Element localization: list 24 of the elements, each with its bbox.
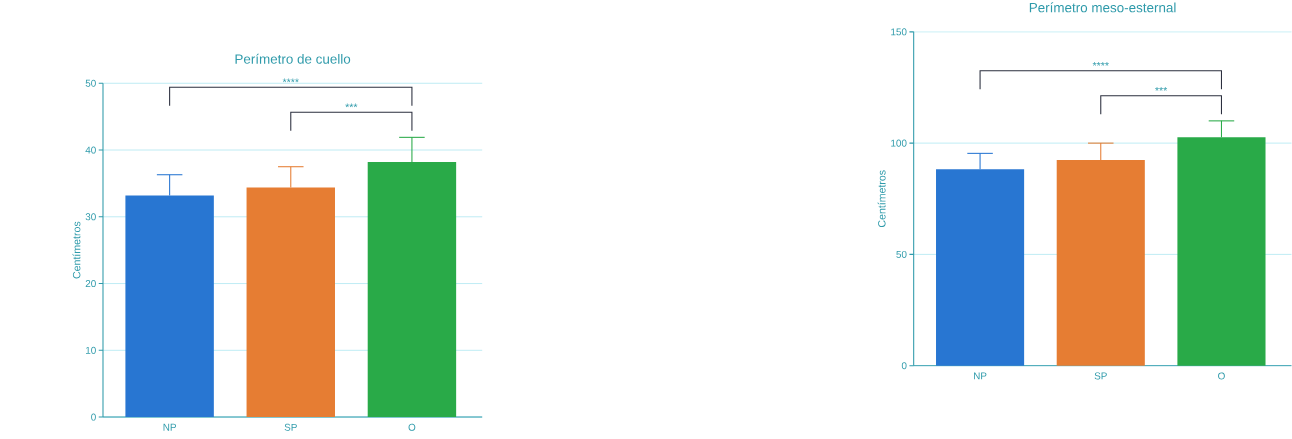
- x-tick-label: O: [408, 423, 416, 431]
- annotation: ***: [345, 103, 358, 108]
- annotation: ***: [1155, 86, 1168, 91]
- annotation: ****: [1092, 61, 1109, 66]
- x-tick-label: NP: [163, 423, 176, 431]
- y-axis-title: Centímetros: [72, 221, 81, 279]
- y-tick-label: 50: [896, 250, 907, 258]
- y-tick-label: 150: [891, 28, 907, 36]
- chart-title: Perímetro de cuello: [235, 53, 351, 64]
- y-tick-label: 30: [85, 213, 96, 221]
- chart-title: Perímetro meso-esternal: [1029, 2, 1176, 13]
- y-tick-label: 20: [85, 279, 96, 287]
- x-tick-label: SP: [284, 423, 297, 431]
- y-tick-label: 50: [85, 79, 96, 87]
- y-tick-label: 10: [86, 346, 96, 354]
- y-tick-label: 0: [901, 362, 907, 370]
- x-tick-label: O: [1218, 372, 1225, 380]
- y-tick-label: 0: [91, 413, 96, 421]
- x-tick-label: SP: [1094, 372, 1107, 380]
- x-tick-label: NP: [974, 372, 987, 380]
- y-tick-label: 40: [85, 146, 96, 154]
- y-axis-title: Centímetros: [877, 170, 886, 227]
- text: ****: [282, 78, 299, 83]
- y-tick-label: 100: [891, 139, 907, 147]
